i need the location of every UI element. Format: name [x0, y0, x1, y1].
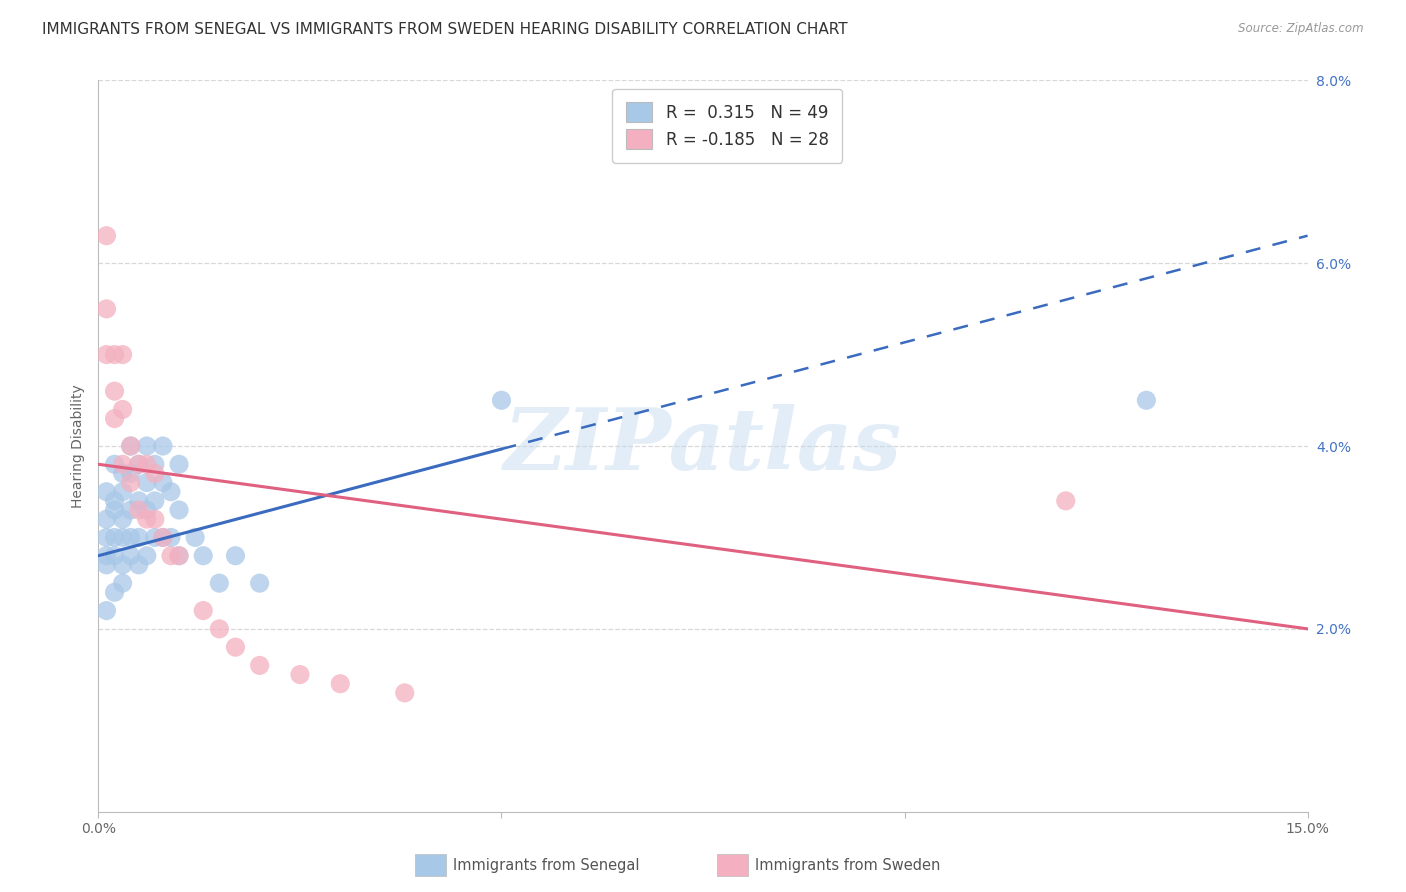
Point	[224, 640, 246, 655]
Point	[96, 301, 118, 316]
Point	[152, 475, 174, 490]
Point	[96, 558, 118, 572]
Point	[128, 530, 150, 544]
Text: ZIPatlas: ZIPatlas	[503, 404, 903, 488]
Point	[96, 228, 118, 243]
Point	[143, 458, 166, 472]
Point	[96, 347, 118, 362]
Point	[249, 576, 271, 591]
Point	[96, 604, 118, 618]
Point	[167, 549, 190, 563]
Point	[152, 530, 174, 544]
Point	[167, 503, 190, 517]
Point	[135, 512, 157, 526]
Point	[193, 549, 215, 563]
Point	[111, 467, 134, 481]
Point	[329, 676, 352, 690]
Point	[208, 622, 231, 636]
Point	[152, 530, 174, 544]
Point	[128, 494, 150, 508]
Point	[103, 585, 125, 599]
Point	[120, 503, 142, 517]
Point	[120, 439, 142, 453]
Point	[288, 667, 311, 681]
Point	[160, 549, 183, 563]
Point	[120, 530, 142, 544]
Point	[103, 347, 125, 362]
Point	[103, 411, 125, 425]
Point	[103, 494, 125, 508]
Point	[111, 558, 134, 572]
Point	[208, 576, 231, 591]
Point	[111, 458, 134, 472]
Point	[160, 484, 183, 499]
Point	[120, 475, 142, 490]
Text: Source: ZipAtlas.com: Source: ZipAtlas.com	[1239, 22, 1364, 36]
Point	[135, 439, 157, 453]
Point	[135, 475, 157, 490]
Point	[111, 347, 134, 362]
Point	[1054, 494, 1077, 508]
Point	[120, 549, 142, 563]
Point	[1135, 393, 1157, 408]
Point	[152, 439, 174, 453]
Text: Immigrants from Sweden: Immigrants from Sweden	[755, 858, 941, 872]
Point	[103, 549, 125, 563]
Point	[491, 393, 513, 408]
Point	[96, 530, 118, 544]
Point	[193, 604, 215, 618]
Point	[120, 467, 142, 481]
Point	[103, 503, 125, 517]
Point	[224, 549, 246, 563]
Point	[103, 384, 125, 399]
Text: IMMIGRANTS FROM SENEGAL VS IMMIGRANTS FROM SWEDEN HEARING DISABILITY CORRELATION: IMMIGRANTS FROM SENEGAL VS IMMIGRANTS FR…	[42, 22, 848, 37]
Point	[128, 458, 150, 472]
Point	[96, 549, 118, 563]
Point	[128, 458, 150, 472]
Point	[111, 402, 134, 417]
Point	[128, 558, 150, 572]
Point	[135, 458, 157, 472]
Point	[111, 484, 134, 499]
Y-axis label: Hearing Disability: Hearing Disability	[70, 384, 84, 508]
Point	[103, 530, 125, 544]
Point	[143, 494, 166, 508]
Point	[103, 458, 125, 472]
Point	[135, 549, 157, 563]
Point	[96, 512, 118, 526]
Point	[184, 530, 207, 544]
Point	[167, 549, 190, 563]
Point	[111, 576, 134, 591]
Point	[143, 467, 166, 481]
Point	[128, 503, 150, 517]
Legend: R =  0.315   N = 49, R = -0.185   N = 28: R = 0.315 N = 49, R = -0.185 N = 28	[613, 88, 842, 162]
Point	[143, 512, 166, 526]
Text: Immigrants from Senegal: Immigrants from Senegal	[453, 858, 640, 872]
Point	[111, 512, 134, 526]
Point	[135, 503, 157, 517]
Point	[249, 658, 271, 673]
Point	[143, 530, 166, 544]
Point	[160, 530, 183, 544]
Point	[394, 686, 416, 700]
Point	[120, 439, 142, 453]
Point	[167, 458, 190, 472]
Point	[96, 484, 118, 499]
Point	[111, 530, 134, 544]
